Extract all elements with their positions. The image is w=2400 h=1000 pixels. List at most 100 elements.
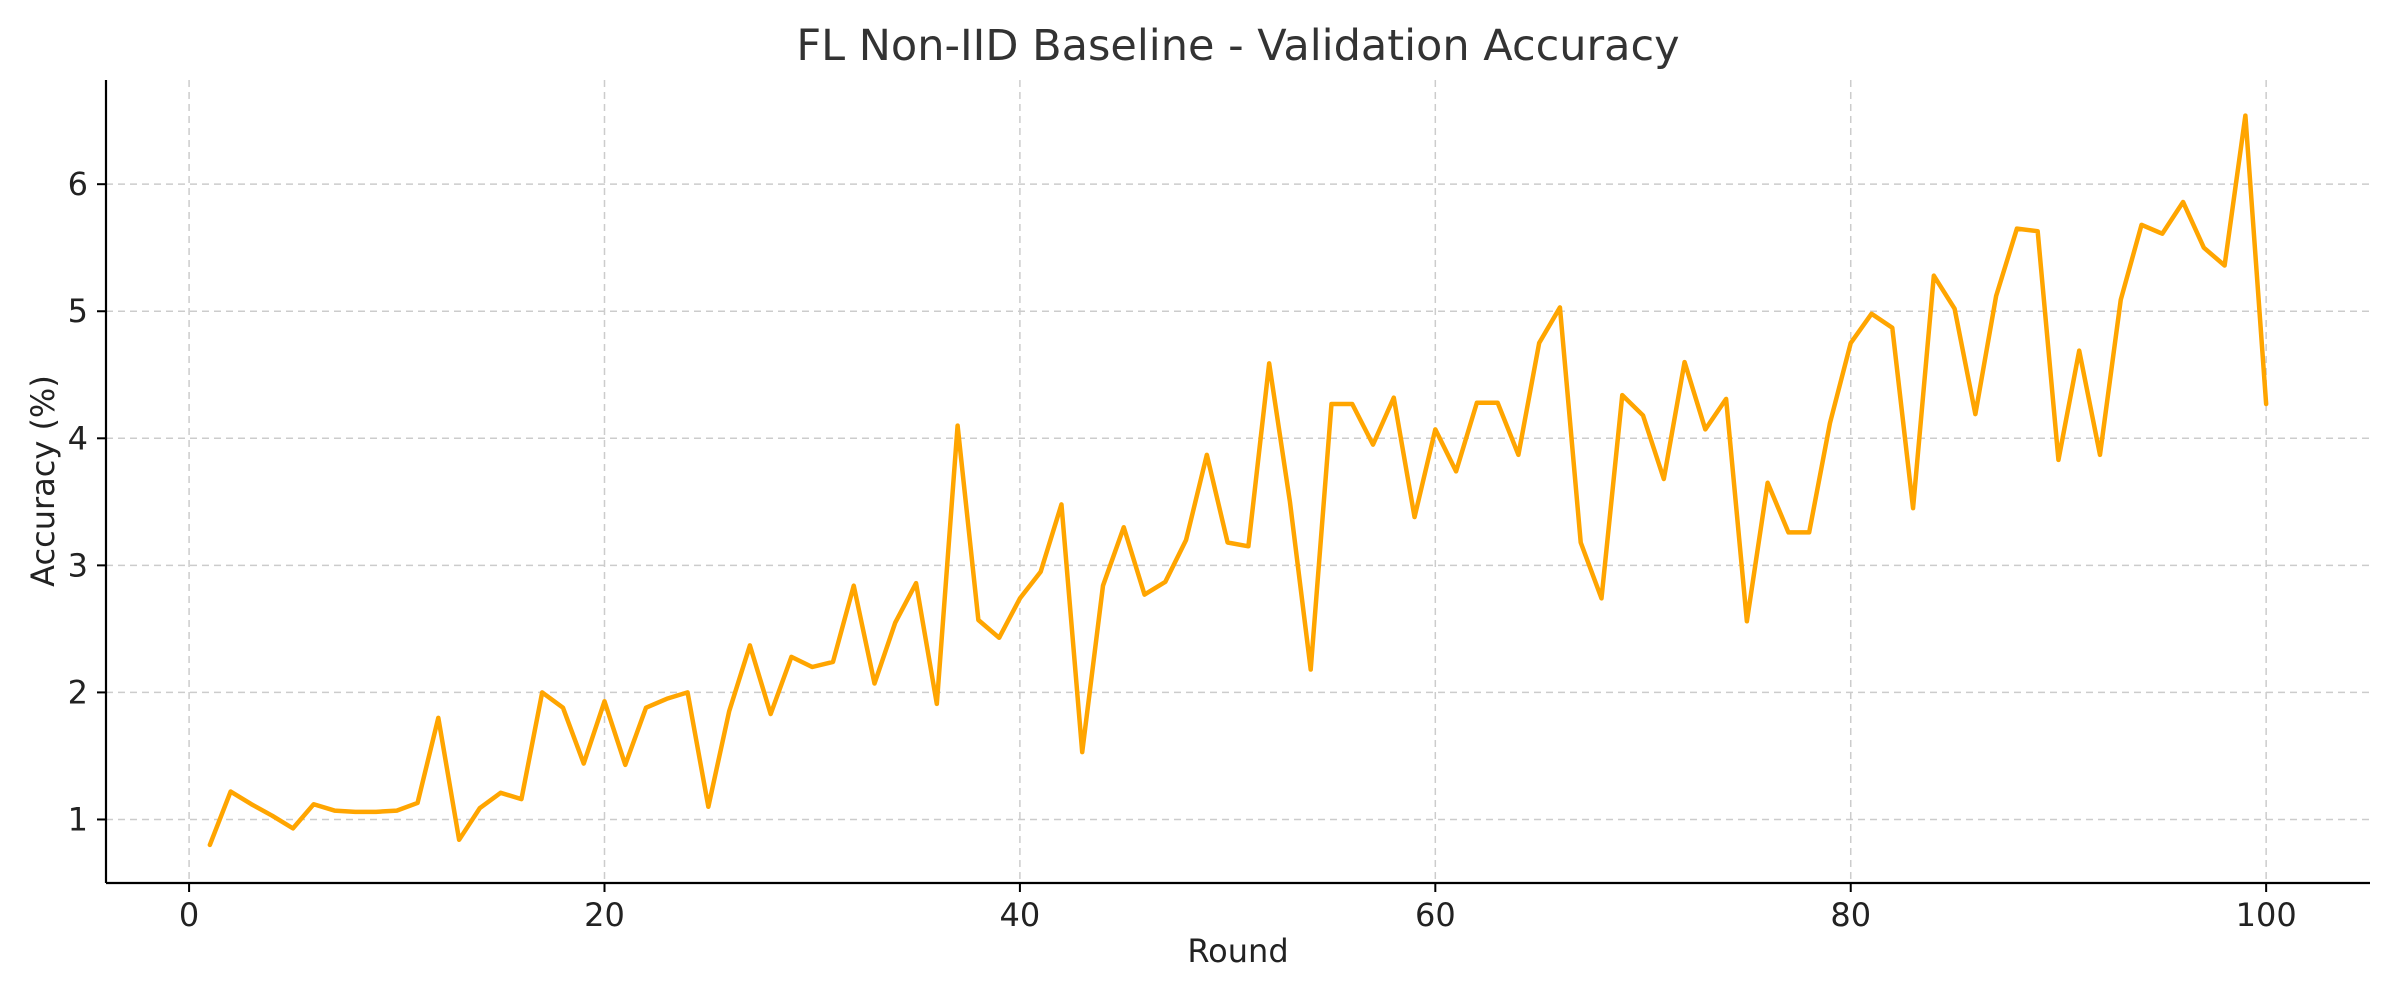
data-point	[789, 655, 793, 659]
data-point	[1973, 412, 1977, 416]
data-point	[1724, 397, 1728, 401]
data-point	[1911, 506, 1915, 510]
data-point	[935, 702, 939, 706]
data-point	[1807, 530, 1811, 534]
data-point	[956, 424, 960, 428]
data-point	[1994, 294, 1998, 298]
x-tick-label: 40	[1000, 896, 1041, 934]
data-point	[1683, 360, 1687, 364]
data-point	[395, 809, 399, 813]
data-point	[1018, 596, 1022, 600]
data-point	[1226, 540, 1230, 544]
x-tick-label: 80	[1830, 896, 1871, 934]
data-point	[644, 706, 648, 710]
data-point	[499, 791, 503, 795]
data-point	[873, 682, 877, 686]
data-point	[208, 843, 212, 847]
data-point	[1849, 341, 1853, 345]
data-point	[353, 810, 357, 814]
data-point	[1059, 502, 1063, 506]
data-point	[332, 809, 336, 813]
y-tick-label: 6	[68, 165, 88, 203]
y-tick-label: 4	[68, 419, 88, 457]
x-tick-label: 0	[179, 896, 199, 934]
data-point	[1454, 469, 1458, 473]
tick-labels: 0 20 40 60 80 100 1 2 3 4 5 6	[68, 165, 2297, 934]
data-point	[2202, 246, 2206, 250]
data-point	[374, 810, 378, 814]
data-point	[1579, 540, 1583, 544]
x-tick-label: 20	[584, 896, 625, 934]
data-point	[1786, 530, 1790, 534]
x-tick-label: 100	[2236, 896, 2297, 934]
data-point	[1599, 596, 1603, 600]
data-point	[831, 660, 835, 664]
data-point	[997, 636, 1001, 640]
data-point	[478, 806, 482, 810]
x-tick-label: 60	[1415, 896, 1456, 934]
data-point	[1329, 402, 1333, 406]
data-point	[1662, 477, 1666, 481]
data-point	[1433, 427, 1437, 431]
y-tick-label: 3	[68, 546, 88, 584]
data-point	[1953, 307, 1957, 311]
data-point	[2098, 453, 2102, 457]
data-point	[1828, 421, 1832, 425]
data-point	[1475, 401, 1479, 405]
data-point	[457, 838, 461, 842]
data-point	[852, 584, 856, 588]
data-point	[603, 699, 607, 703]
axes	[97, 80, 2370, 892]
data-point	[1039, 570, 1043, 574]
data-point	[2160, 232, 2164, 236]
data-point	[686, 690, 690, 694]
data-point	[914, 581, 918, 585]
data-point	[1537, 341, 1541, 345]
data-point	[1101, 584, 1105, 588]
data-point	[1516, 453, 1520, 457]
data-point	[312, 802, 316, 806]
data-point	[540, 690, 544, 694]
data-point	[1496, 401, 1500, 405]
series-line	[207, 113, 2269, 848]
data-point	[229, 790, 233, 794]
data-point	[2264, 402, 2268, 406]
y-tick-label: 5	[68, 292, 88, 330]
y-axis-label: Accuracy (%)	[24, 375, 62, 587]
data-point	[1558, 305, 1562, 309]
data-point	[416, 801, 420, 805]
series-layer	[207, 113, 2269, 848]
data-point	[1371, 443, 1375, 447]
data-point	[270, 814, 274, 818]
data-point	[810, 665, 814, 669]
data-point	[2077, 349, 2081, 353]
data-point	[2036, 229, 2040, 233]
data-point	[706, 805, 710, 809]
data-point	[1163, 580, 1167, 584]
data-point	[727, 709, 731, 713]
data-point	[2119, 298, 2123, 302]
data-point	[1890, 326, 1894, 330]
data-point	[2223, 264, 2227, 268]
data-point	[1641, 413, 1645, 417]
data-point	[291, 826, 295, 830]
data-point	[623, 763, 627, 767]
data-point	[1350, 402, 1354, 406]
data-point	[748, 643, 752, 647]
data-point	[2056, 458, 2060, 462]
data-point	[2243, 114, 2247, 118]
y-tick-label: 2	[68, 673, 88, 711]
x-axis-label: Round	[1187, 932, 1288, 970]
data-point	[1143, 593, 1147, 597]
data-point	[1870, 312, 1874, 316]
data-point	[436, 716, 440, 720]
data-point	[976, 618, 980, 622]
data-point	[2181, 200, 2185, 204]
data-point	[1413, 515, 1417, 519]
data-point	[561, 706, 565, 710]
data-point	[769, 712, 773, 716]
data-point	[249, 802, 253, 806]
data-point	[1932, 274, 1936, 278]
